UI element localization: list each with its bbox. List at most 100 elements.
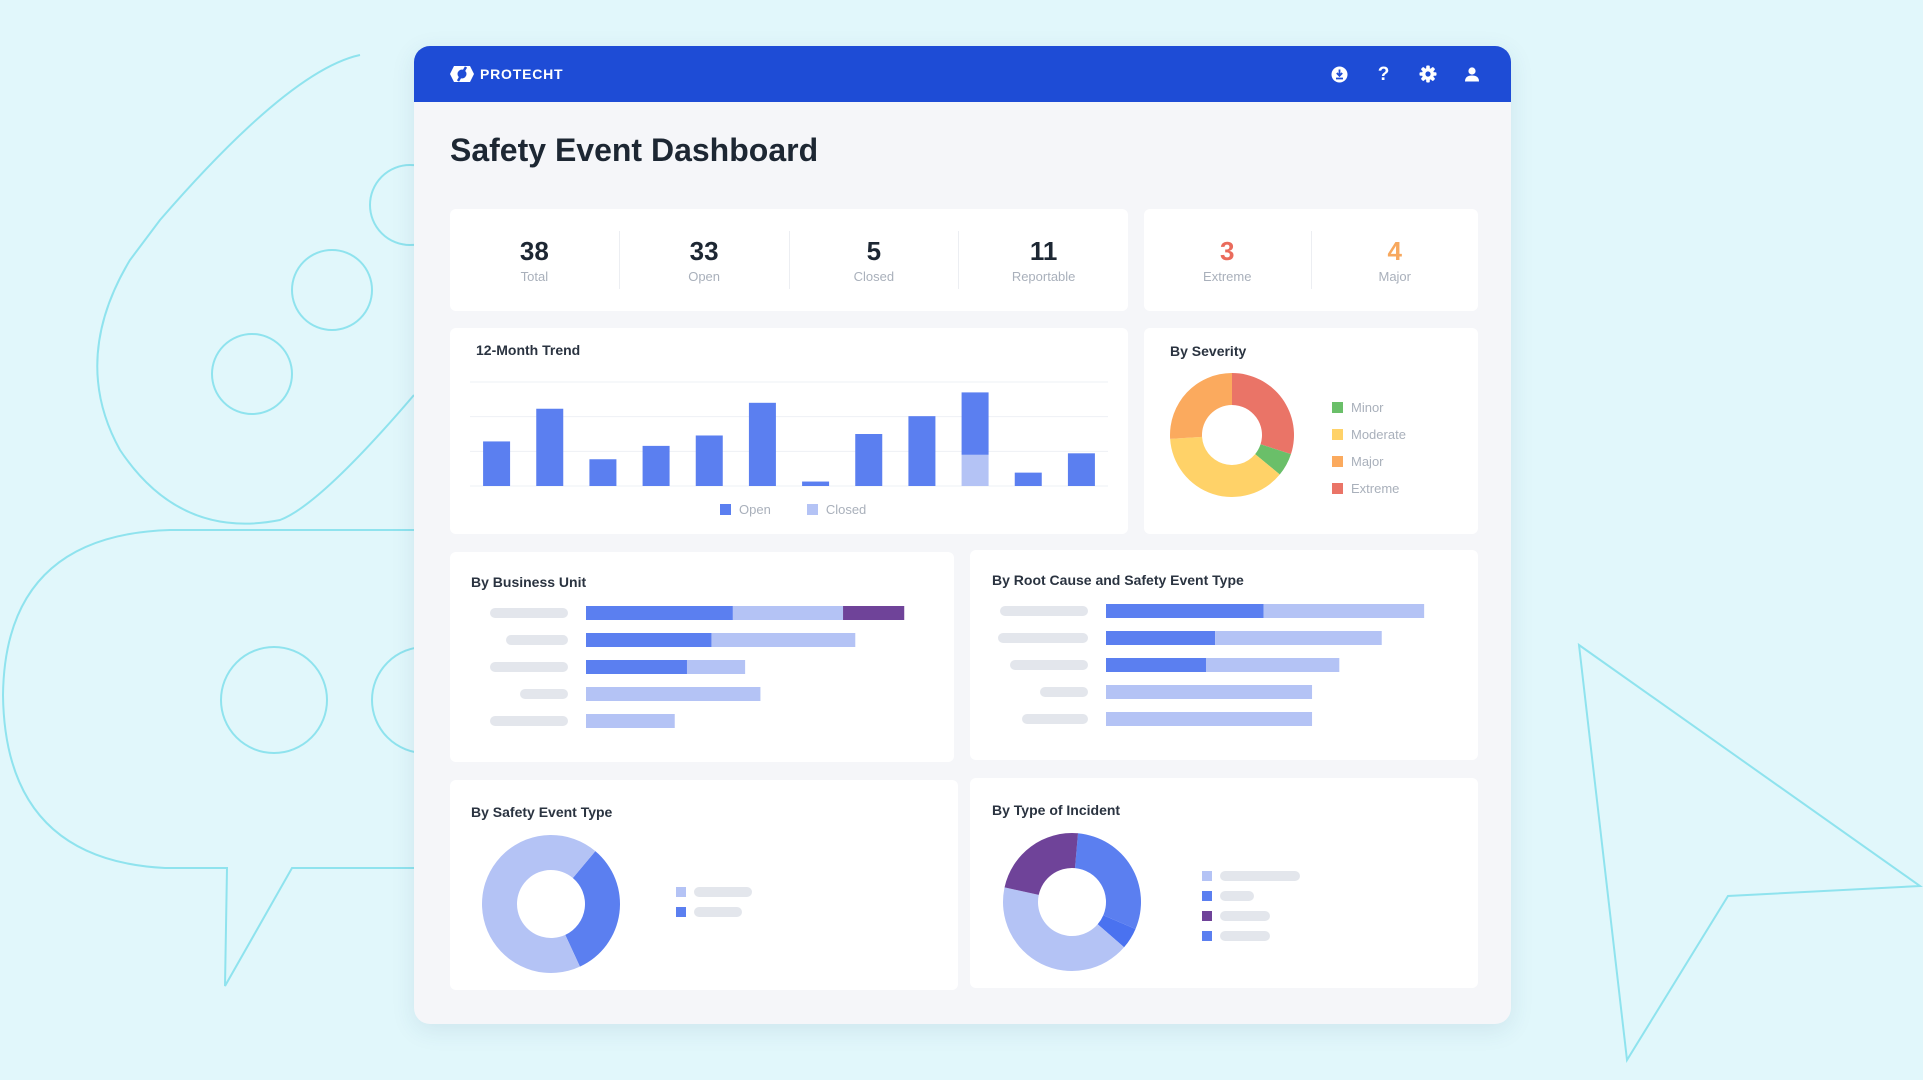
category-label-placeholder bbox=[1022, 714, 1088, 724]
event-type-donut-chart bbox=[482, 835, 752, 973]
bar-open bbox=[855, 434, 883, 486]
bar-segment bbox=[586, 606, 733, 620]
legend-label-placeholder bbox=[694, 887, 752, 897]
legend-swatch bbox=[720, 504, 731, 515]
kpi-label: Major bbox=[1378, 268, 1411, 284]
app-window: PROTECHT ? bbox=[414, 46, 1511, 1024]
legend-swatch bbox=[1202, 891, 1212, 901]
donut-slice bbox=[565, 851, 620, 967]
legend-moderate[interactable]: Moderate bbox=[1332, 427, 1406, 442]
kpi-total[interactable]: 38 Total bbox=[450, 231, 620, 289]
kpi-value: 4 bbox=[1387, 235, 1402, 266]
legend-major[interactable]: Major bbox=[1332, 454, 1406, 469]
root-cause-chart-card: By Root Cause and Safety Event Type bbox=[970, 550, 1478, 760]
brand-name: PROTECHT bbox=[480, 66, 564, 82]
bar-segment bbox=[1106, 685, 1313, 699]
kpi-severity-card: 3 Extreme 4 Major bbox=[1144, 209, 1478, 311]
bar-segment bbox=[1106, 604, 1264, 618]
bar-open bbox=[802, 481, 830, 486]
incident-type-donut-chart bbox=[1003, 833, 1300, 971]
donut-slice bbox=[1004, 833, 1079, 895]
incident-type-chart-card: By Type of Incident bbox=[970, 778, 1478, 988]
bar-segment bbox=[586, 687, 761, 701]
bar-segment bbox=[586, 660, 687, 674]
kpi-extreme[interactable]: 3 Extreme bbox=[1144, 231, 1312, 289]
legend-swatch bbox=[1332, 483, 1343, 494]
legend-label-placeholder bbox=[1220, 931, 1270, 941]
legend-label-placeholder bbox=[1220, 891, 1254, 901]
legend-label: Open bbox=[739, 502, 771, 517]
category-label-placeholder bbox=[506, 635, 568, 645]
card-title: By Root Cause and Safety Event Type bbox=[992, 572, 1244, 588]
kpi-closed[interactable]: 5 Closed bbox=[790, 231, 960, 289]
kpi-reportable[interactable]: 11 Reportable bbox=[959, 231, 1128, 289]
download-icon[interactable] bbox=[1330, 65, 1349, 84]
kpi-major[interactable]: 4 Major bbox=[1312, 231, 1479, 289]
donut-slice bbox=[1255, 444, 1291, 475]
trend-chart-card: 12-Month Trend Open Closed bbox=[450, 328, 1128, 534]
bar-segment bbox=[732, 606, 844, 620]
legend-closed[interactable]: Closed bbox=[806, 502, 866, 517]
bar-open bbox=[1014, 472, 1042, 486]
bar-open bbox=[961, 392, 989, 455]
kpi-value: 33 bbox=[689, 235, 719, 266]
bar-segment bbox=[1205, 658, 1340, 672]
legend-swatch bbox=[1202, 871, 1212, 881]
kpi-open[interactable]: 33 Open bbox=[620, 231, 790, 289]
category-label-placeholder bbox=[998, 633, 1088, 643]
kpi-value: 38 bbox=[519, 235, 549, 266]
legend-swatch bbox=[1332, 456, 1343, 467]
card-title: By Safety Event Type bbox=[471, 804, 613, 820]
root-cause-chart bbox=[998, 604, 1425, 726]
legend-label-placeholder bbox=[1220, 871, 1300, 881]
bar-segment bbox=[1106, 712, 1313, 726]
protecht-logo-icon bbox=[450, 66, 474, 82]
legend-swatch bbox=[676, 887, 686, 897]
legend-label: Moderate bbox=[1351, 427, 1406, 442]
legend-extreme[interactable]: Extreme bbox=[1332, 481, 1406, 496]
page-title: Safety Event Dashboard bbox=[450, 132, 819, 168]
help-icon[interactable]: ? bbox=[1374, 65, 1393, 84]
brand-logo[interactable]: PROTECHT bbox=[450, 63, 563, 85]
bar-open bbox=[483, 441, 511, 486]
bar-open bbox=[908, 416, 936, 486]
business-unit-chart-card: By Business Unit bbox=[450, 552, 954, 762]
card-title: By Business Unit bbox=[471, 574, 587, 590]
legend-open[interactable]: Open bbox=[720, 502, 771, 517]
bar-open bbox=[642, 445, 670, 486]
legend-swatch bbox=[1332, 429, 1343, 440]
legend-label: Extreme bbox=[1351, 481, 1400, 496]
donut-slice bbox=[1170, 373, 1232, 439]
category-label-placeholder bbox=[1000, 606, 1088, 616]
severity-chart-card: By Severity Minor Moderate Major Extreme bbox=[1144, 328, 1478, 534]
legend-label-placeholder bbox=[694, 907, 742, 917]
legend-minor[interactable]: Minor bbox=[1332, 400, 1406, 415]
bar-segment bbox=[586, 633, 712, 647]
trend-chart bbox=[470, 381, 1108, 487]
business-unit-chart bbox=[490, 606, 905, 728]
category-label-placeholder bbox=[490, 716, 568, 726]
donut-slice bbox=[482, 835, 596, 973]
legend-swatch bbox=[676, 907, 686, 917]
gear-icon[interactable] bbox=[1418, 65, 1437, 84]
kpi-value: 3 bbox=[1220, 235, 1235, 266]
bar-segment bbox=[586, 714, 675, 728]
bar-open bbox=[589, 459, 617, 486]
bar-open bbox=[695, 435, 723, 486]
user-icon[interactable] bbox=[1462, 65, 1481, 84]
donut-slice bbox=[1074, 833, 1141, 929]
legend-label-placeholder bbox=[1220, 911, 1270, 921]
event-type-chart-card: By Safety Event Type bbox=[450, 780, 958, 990]
kpi-label: Open bbox=[688, 268, 721, 284]
donut-slice bbox=[1003, 887, 1125, 971]
card-title: By Type of Incident bbox=[992, 802, 1121, 818]
donut-slice bbox=[1097, 915, 1136, 948]
bar-segment bbox=[843, 606, 905, 620]
donut-slice bbox=[1170, 436, 1280, 497]
donut-slice bbox=[1232, 373, 1294, 455]
category-label-placeholder bbox=[490, 608, 568, 618]
top-navigation-bar: PROTECHT ? bbox=[414, 46, 1511, 102]
trend-legend: Open Closed bbox=[720, 502, 866, 517]
kpi-label: Total bbox=[520, 268, 549, 284]
